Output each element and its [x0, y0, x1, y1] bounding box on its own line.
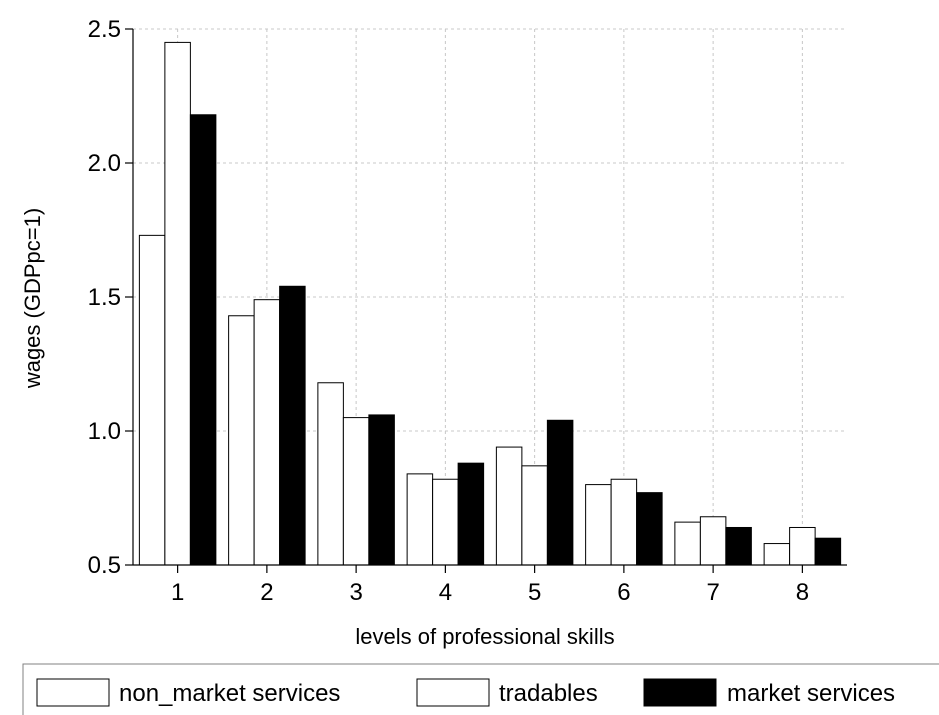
legend: non_market services tradables market servi…: [22, 663, 939, 715]
bar-non-market-services-6: [585, 484, 612, 566]
bar-non-market-services-8: [763, 543, 791, 566]
bar-market-services-5: [546, 419, 574, 566]
bar-market-services-3: [368, 414, 395, 566]
bar-market-services-8: [814, 537, 842, 566]
y-tick-label: 2.5: [88, 16, 121, 43]
x-tick-label: 3: [349, 579, 362, 606]
bar-non-market-services-7: [674, 521, 701, 566]
x-tick-label: 7: [706, 579, 719, 606]
y-axis-title: wages (GDPpc=1): [20, 208, 45, 389]
y-tick-label: 2.0: [88, 150, 121, 177]
bar-market-services-1: [189, 114, 217, 566]
x-tick-label: 2: [260, 579, 273, 606]
axes: [125, 28, 847, 573]
tick-labels: 0.5 1.0 1.5 2.0 2.5 1 2 3 4 5 6 7 8: [88, 16, 809, 606]
legend-swatch: [36, 678, 110, 707]
bar-tradables-2: [253, 299, 281, 566]
legend-swatch: [416, 678, 490, 707]
bar-market-services-6: [636, 492, 663, 566]
x-tick-label: 6: [617, 579, 630, 606]
bar-non-market-services-5: [495, 446, 523, 566]
y-tick-label: 1.5: [88, 284, 121, 311]
x-tick-label: 5: [528, 579, 541, 606]
bar-tradables-1: [164, 41, 191, 566]
legend-label: tradables: [499, 680, 598, 707]
bars: [138, 41, 842, 566]
bar-non-market-services-3: [317, 382, 344, 566]
x-tick-label: 4: [439, 579, 452, 606]
bar-market-services-2: [279, 285, 306, 566]
bar-tradables-8: [789, 526, 816, 566]
bar-non-market-services-1: [138, 234, 166, 566]
bar-tradables-3: [342, 417, 370, 566]
x-axis-title: levels of professional skills: [355, 624, 614, 649]
bar-tradables-7: [699, 516, 727, 566]
y-tick-label: 0.5: [88, 552, 121, 579]
legend-label: market services: [727, 680, 895, 707]
bar-tradables-4: [432, 478, 459, 566]
y-tick-label: 1.0: [88, 418, 121, 445]
bar-tradables-5: [521, 465, 548, 566]
legend-label: non_market services: [119, 680, 340, 707]
legend-swatch: [643, 678, 717, 707]
bar-tradables-6: [610, 478, 638, 566]
bar-non-market-services-2: [228, 315, 255, 566]
bar-market-services-4: [457, 462, 485, 566]
x-tick-label: 1: [171, 579, 184, 606]
bar-non-market-services-4: [406, 473, 434, 566]
x-tick-label: 8: [796, 579, 809, 606]
bar-market-services-7: [725, 526, 752, 566]
